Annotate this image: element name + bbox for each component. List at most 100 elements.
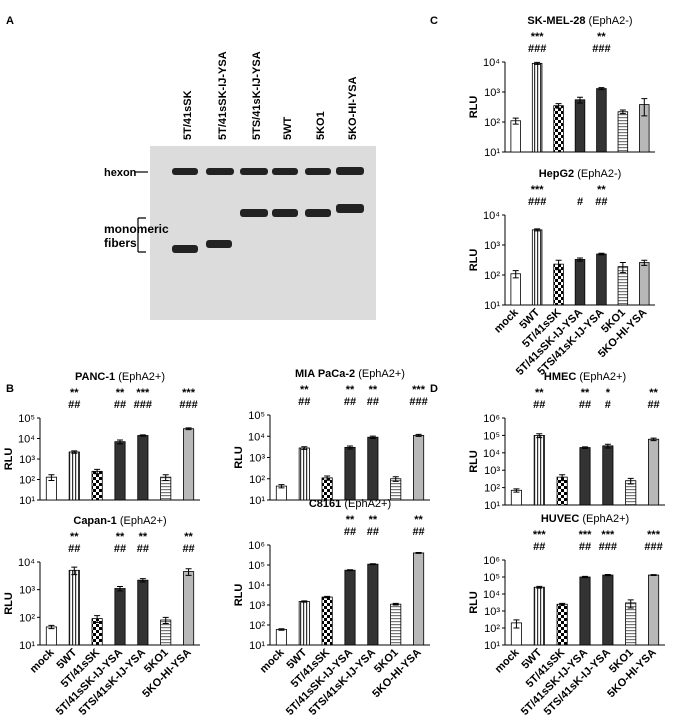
significance: ** — [597, 184, 606, 196]
error-bar — [641, 98, 648, 117]
bar — [648, 438, 660, 506]
band-label: monomeric fibers — [104, 222, 169, 250]
lane-label: 5TS/41sK-IJ-YSA — [251, 51, 263, 140]
y-tick-label: 10⁶ — [483, 555, 500, 567]
error-bar — [512, 117, 519, 125]
significance: ## — [533, 541, 545, 553]
bar — [596, 88, 607, 153]
error-bar — [278, 628, 285, 631]
error-bar — [392, 602, 399, 606]
error-bar — [94, 615, 101, 624]
significance: ## — [647, 399, 659, 411]
significance: # — [605, 399, 611, 411]
chart-title: HMEC (EphA2+) — [544, 371, 626, 383]
error-bar — [598, 87, 605, 91]
y-axis-label: RLU — [3, 592, 15, 615]
bar — [531, 62, 543, 153]
y-tick-label: 10⁴ — [248, 431, 265, 443]
chart-title: C8161 (EphA2+) — [309, 498, 391, 510]
significance: ## — [344, 396, 356, 408]
y-axis-label: RLU — [468, 450, 480, 473]
significance: # — [577, 196, 583, 208]
y-tick-label: 10⁵ — [248, 410, 265, 422]
y-tick-label: 10¹ — [19, 495, 35, 507]
significance: ## — [595, 196, 607, 208]
significance: ** — [346, 514, 355, 526]
error-bar — [94, 468, 101, 475]
y-tick-label: 10² — [19, 475, 35, 487]
significance: ### — [134, 399, 152, 411]
bar — [298, 601, 310, 646]
significance: *** — [412, 384, 426, 396]
error-bar — [185, 568, 192, 576]
panel-label: B — [6, 383, 14, 395]
y-tick-label: 10⁴ — [483, 210, 500, 222]
bar — [298, 447, 310, 501]
y-tick-label: 10² — [484, 483, 500, 495]
significance: ** — [414, 514, 423, 526]
bar — [45, 626, 57, 646]
y-tick-label: 10⁴ — [18, 434, 35, 446]
significance: ## — [367, 396, 379, 408]
significance: ### — [179, 399, 197, 411]
y-tick-label: 10³ — [19, 585, 35, 597]
subtitle: (EphA2-) — [589, 15, 633, 27]
error-bar — [555, 259, 562, 271]
error-bar — [392, 476, 399, 482]
error-bar — [650, 437, 657, 442]
error-bar — [582, 446, 588, 449]
panel-label: A — [6, 15, 14, 27]
band-label: hexon — [104, 167, 137, 179]
y-tick-label: 10⁴ — [248, 580, 265, 592]
subtitle: (EphA2+) — [579, 371, 626, 383]
significance: ## — [68, 399, 80, 411]
error-bar — [534, 228, 541, 232]
error-bar — [185, 427, 192, 431]
significance: ## — [182, 543, 194, 555]
bar — [639, 262, 650, 306]
error-bar — [347, 445, 353, 450]
lane-label: 5KO1 — [315, 111, 327, 140]
error-bar — [301, 446, 308, 450]
significance: ** — [116, 531, 125, 543]
error-bar — [71, 566, 78, 576]
lane-label: 5T/41sSK — [182, 90, 194, 140]
error-bar — [577, 257, 583, 262]
error-bar — [162, 616, 169, 624]
error-bar — [627, 477, 634, 485]
y-tick-label: 10³ — [484, 606, 500, 618]
y-tick-label: 10¹ — [484, 500, 500, 512]
y-tick-label: 10² — [249, 474, 265, 486]
error-bar — [598, 252, 605, 256]
bar — [367, 563, 379, 646]
y-tick-label: 10⁵ — [483, 572, 500, 584]
subtitle: (EphA2+) — [118, 371, 165, 383]
significance: ## — [298, 396, 310, 408]
chart-title: PANC-1 (EphA2+) — [75, 371, 165, 383]
error-bar — [627, 599, 634, 609]
error-bar — [278, 484, 285, 489]
title: C8161 — [309, 498, 341, 510]
error-bar — [650, 574, 657, 577]
error-bar — [117, 586, 123, 592]
bar — [510, 273, 521, 306]
title: PANC-1 — [75, 371, 115, 383]
significance: ** — [70, 387, 79, 399]
y-axis-label: RLU — [468, 591, 480, 614]
significance: ** — [369, 514, 378, 526]
significance: * — [606, 387, 611, 399]
bar — [625, 602, 637, 646]
error-bar — [619, 109, 626, 115]
bar — [574, 259, 586, 306]
bar — [574, 99, 586, 153]
y-tick-label: 10³ — [484, 240, 500, 252]
error-bar — [347, 569, 353, 572]
y-tick-label: 10² — [484, 117, 500, 129]
significance: ### — [528, 196, 546, 208]
panel-label: C — [430, 15, 438, 27]
bar — [183, 571, 195, 646]
significance: ### — [409, 396, 427, 408]
bar — [531, 229, 543, 306]
